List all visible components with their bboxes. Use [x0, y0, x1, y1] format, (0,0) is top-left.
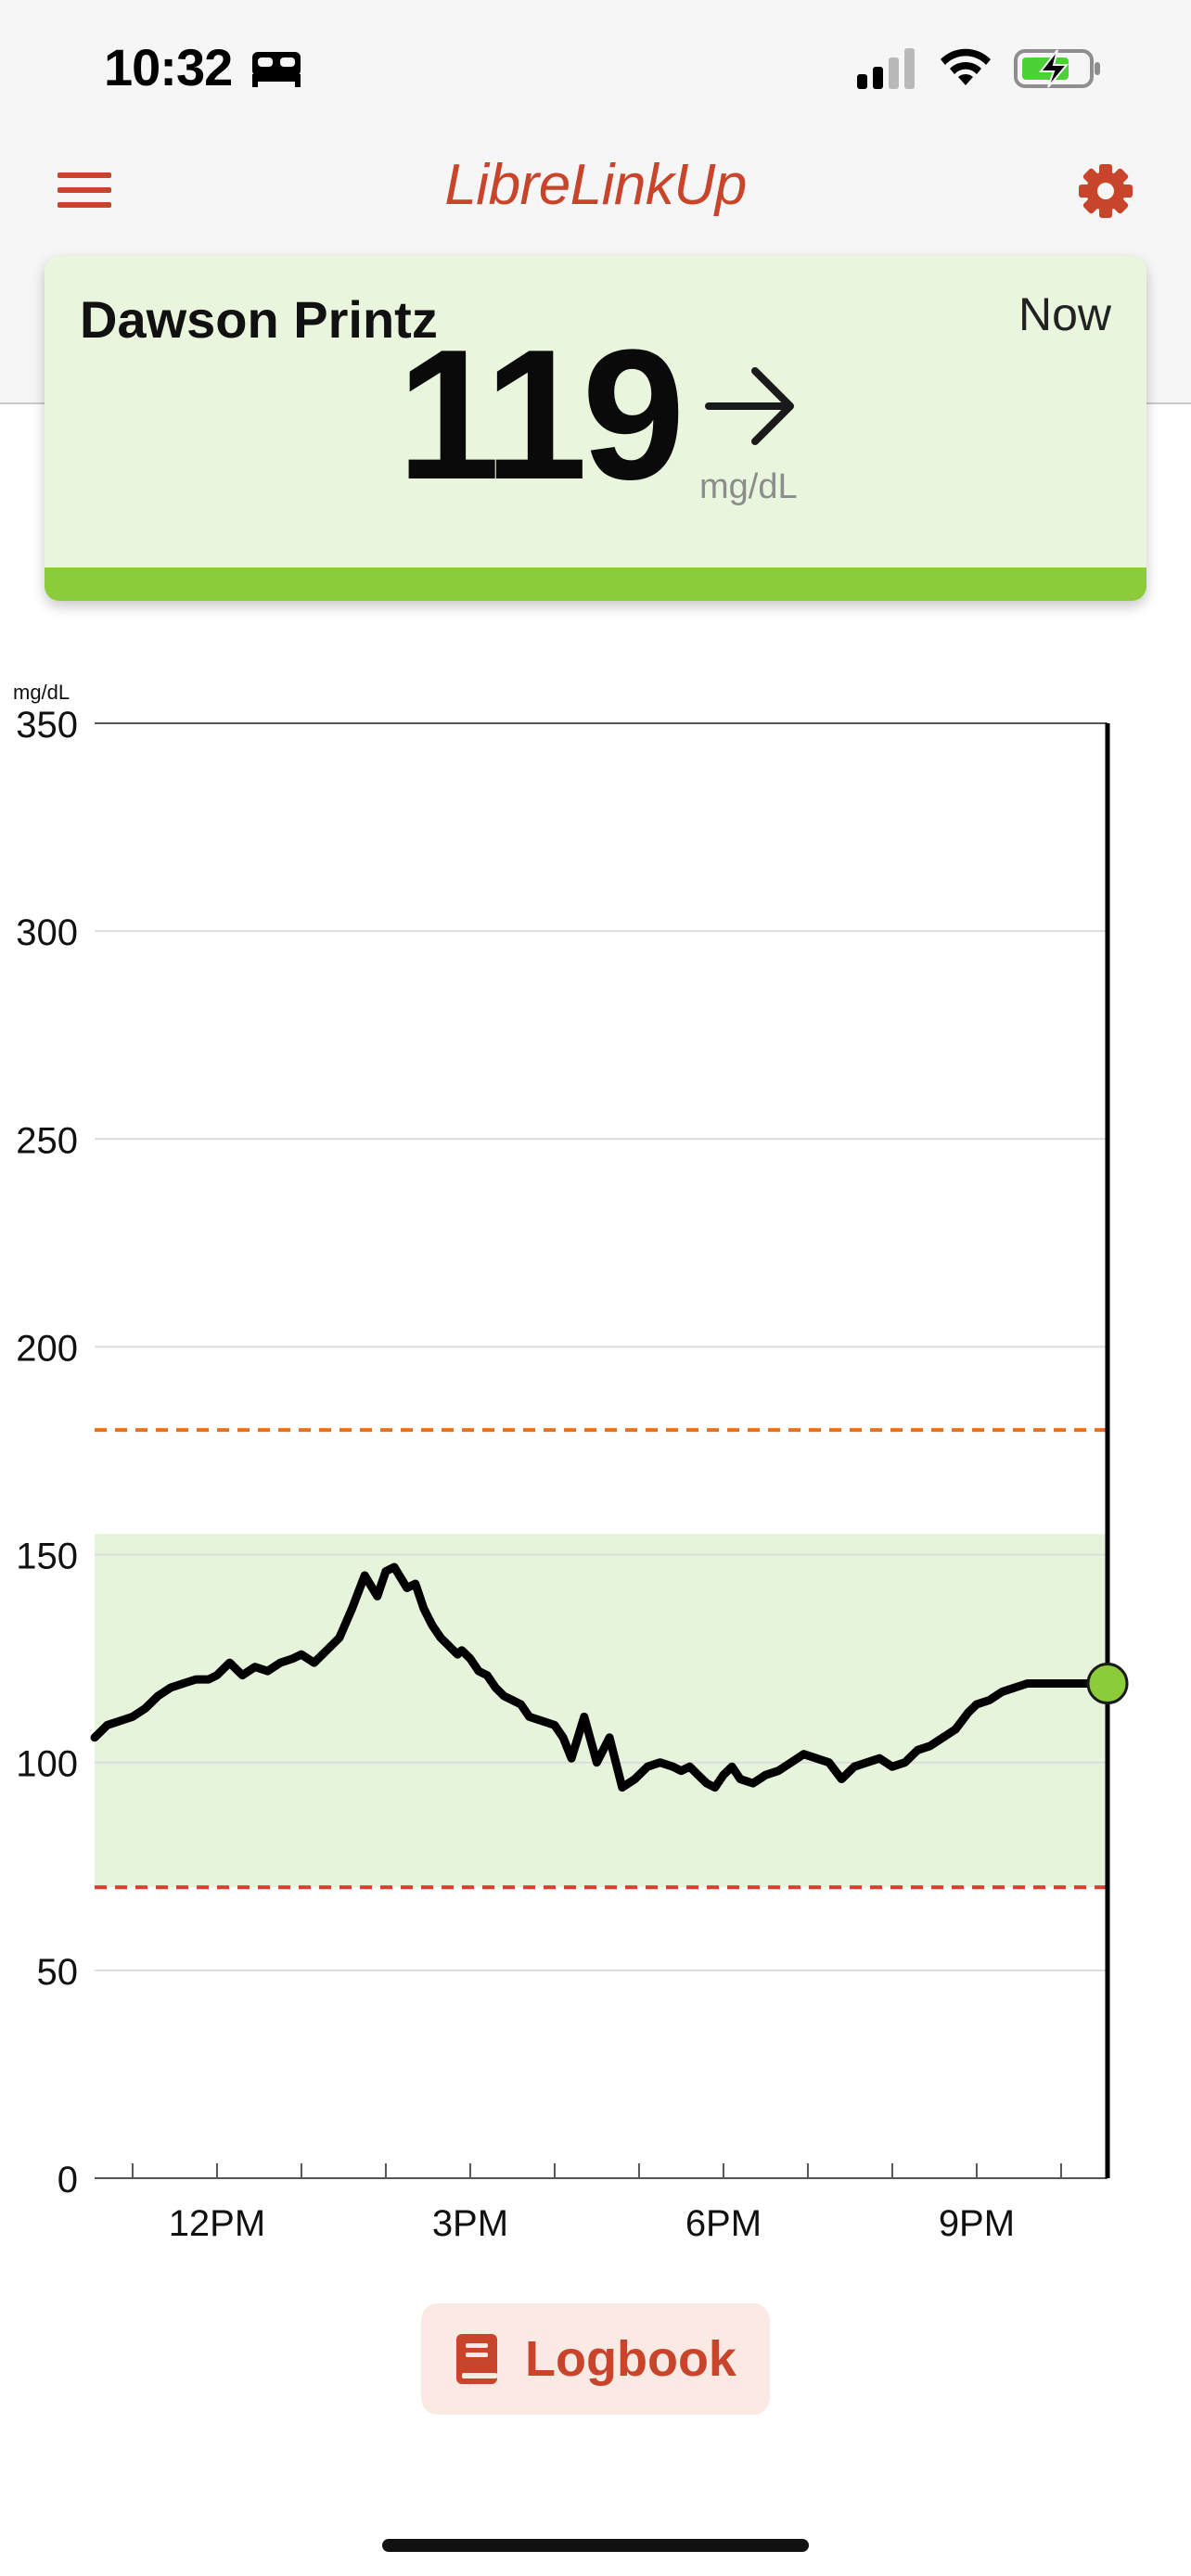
x-tick-label: 9PM [939, 2203, 1015, 2244]
glucose-unit: mg/dL [699, 467, 798, 506]
settings-gear-icon[interactable] [1078, 163, 1133, 219]
y-tick-label: 300 [16, 912, 78, 953]
app-title: LibreLinkUp [444, 153, 747, 217]
glucose-reading-card[interactable]: Dawson Printz Now 119 mg/dL [45, 256, 1146, 601]
status-time: 10:32 [104, 38, 233, 96]
logbook-button[interactable]: Logbook [421, 2303, 770, 2415]
book-icon [456, 2334, 498, 2384]
sleep-focus-icon [252, 52, 301, 87]
target-range-band [95, 1534, 1108, 1888]
y-tick-label: 0 [58, 2160, 78, 2200]
y-tick-label: 150 [16, 1537, 78, 1577]
x-tick-label: 3PM [432, 2203, 508, 2244]
battery-charging-icon [1014, 49, 1100, 88]
wifi-icon [941, 48, 991, 85]
home-indicator[interactable] [382, 2539, 809, 2552]
y-tick-label: 250 [16, 1120, 78, 1161]
x-tick-label: 6PM [685, 2203, 762, 2244]
x-tick-label: 12PM [169, 2203, 266, 2244]
y-tick-label: 50 [37, 1952, 79, 1993]
glucose-chart[interactable]: mg/dL 0 50 100 150 200 250 300 350 12PM 3PM 6PM 9PM [0, 668, 1191, 2244]
logbook-label: Logbook [525, 2331, 736, 2387]
glucose-series-line [90, 1562, 1112, 1792]
menu-icon[interactable] [58, 169, 111, 211]
y-tick-label: 100 [16, 1744, 78, 1785]
patient-name: Dawson Printz [80, 290, 438, 349]
cellular-signal-icon [857, 48, 915, 89]
arrow-right-icon [705, 367, 794, 445]
y-tick-label: 350 [16, 705, 78, 746]
y-axis-unit-label: mg/dL [13, 681, 70, 704]
glucose-status-strip [45, 567, 1146, 601]
reading-time: Now [1018, 288, 1111, 340]
y-tick-label: 200 [16, 1328, 78, 1369]
nav-bar: LibreLinkUp [0, 139, 1191, 241]
status-bar: 10:32 [0, 0, 1191, 139]
current-reading-point [1086, 1663, 1129, 1705]
glucose-value: 119 [397, 312, 685, 518]
